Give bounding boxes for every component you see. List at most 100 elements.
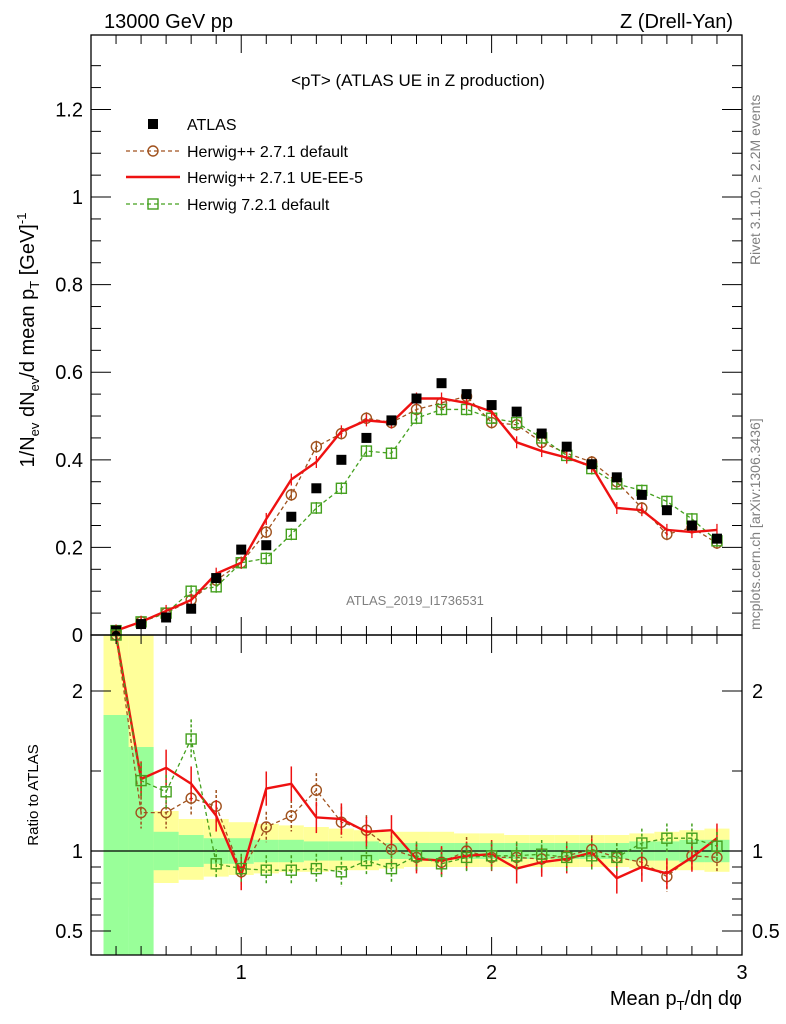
ratio-point [435,858,448,870]
data-point [286,511,297,522]
ratio-tick-label: 0.5 [55,921,83,943]
axes: 1 2 3 0 0.2 0.4 0.6 0.8 1 1.2 0.5 0.5 1 1 2 2 [55,34,780,984]
rivet-version: Rivet 3.1.10, ≥ 2.2M events [747,95,763,265]
x-tick-label: 1 [236,962,247,984]
data-point [211,573,222,584]
data-point [636,489,647,500]
data-point [461,389,472,400]
ratio-point [285,810,298,822]
data-point [586,459,597,470]
ratio-frame [90,634,743,956]
y-tick-label: 0.8 [55,275,83,297]
x-tick-label: 3 [736,962,747,984]
data-point [510,416,523,429]
data-point [260,552,272,565]
y-tick-label: 1.2 [55,99,83,121]
ratio-point [260,821,272,833]
ratio-point [235,862,247,875]
ratio-tick-label-right: 1 [752,841,763,863]
data-point [310,502,323,514]
ratio-point [310,784,323,796]
ratio-point [385,862,398,875]
legend-marker [148,119,158,129]
data-point [611,472,622,483]
ratio-point [586,850,598,862]
data-point [411,393,422,404]
y-tick-label: 0.6 [55,362,83,384]
ratio-point [185,733,197,745]
data-point [360,445,373,457]
data-point [260,526,272,538]
data-point [186,603,197,614]
legend-label: Herwig++ 2.7.1 default [187,144,349,161]
ratio-point [535,848,548,860]
ratio-point [135,806,147,819]
data-point [335,482,348,494]
y-tick-label: 1 [72,187,83,209]
data-point [711,533,722,544]
y-tick-label: 0.2 [55,537,83,559]
x-tick-label: 2 [486,962,497,984]
ratio-panel [91,629,742,894]
ratio-point [686,832,698,844]
ratio-bands [103,635,730,955]
data-point [686,520,697,531]
ratio-point [611,851,623,864]
y-tick-label: 0 [72,625,83,647]
data-point [385,447,398,459]
data-point [336,454,347,465]
header-right: Z (Drell-Yan) [620,11,733,33]
data-point [410,412,423,424]
ratio-tick-label: 2 [72,681,83,703]
ratio-point [485,850,498,862]
ratio-point [636,837,648,849]
ratio-point [210,858,222,870]
x-axis-label: Mean pT/dη dφ [610,988,742,1013]
ratio-point [410,850,423,862]
ratio-point [285,864,298,876]
data-point [261,540,272,551]
data-point [136,619,147,630]
watermark: ATLAS_2019_I1736531 [346,593,484,608]
data-point [310,440,323,453]
data-point [561,441,572,452]
data-point [236,544,247,555]
data-point [311,483,322,494]
band-stat [103,715,129,955]
ratio-point [135,774,147,787]
data-point [285,528,298,540]
ratio-point [160,786,172,798]
data-point [536,428,547,439]
ratio-point [460,851,473,864]
ratio-point [310,862,323,875]
data-point [661,505,672,516]
ratio-point [260,864,272,876]
ratio-point [510,850,523,862]
ratio-y-label: Ratio to ATLAS [25,744,42,845]
y-axis-label: 1/Nev dNev/d mean pT [GeV]-1 [14,213,42,468]
ratio-point [335,866,348,878]
data-point [161,612,172,623]
legend-label: ATLAS [187,117,237,134]
legend-label: Herwig 7.2.1 default [187,197,330,214]
legend-marker [147,198,159,210]
header-left: 13000 GeV pp [104,11,233,33]
data-point [361,432,372,443]
data-point [386,415,397,426]
data-point [486,400,497,411]
ratio-point [360,854,373,867]
ratio-point [711,840,723,852]
y-tick-label: 0.4 [55,450,83,472]
legend: ATLAS Herwig++ 2.7.1 default Herwig++ 2.7.… [126,117,363,214]
chart-title: <pT> (ATLAS UE in Z production) [291,71,545,90]
ratio-tick-label-right: 2 [752,681,763,703]
ratio-point [661,832,673,844]
legend-label: Herwig++ 2.7.1 UE-EE-5 [187,170,363,187]
mcplots-credit: mcplots.cern.ch [arXiv:1306.3436] [747,418,763,630]
ratio-line [115,634,718,873]
data-point [511,406,522,417]
legend-marker [147,145,159,157]
data-point [285,489,298,501]
ratio-point [561,851,573,864]
